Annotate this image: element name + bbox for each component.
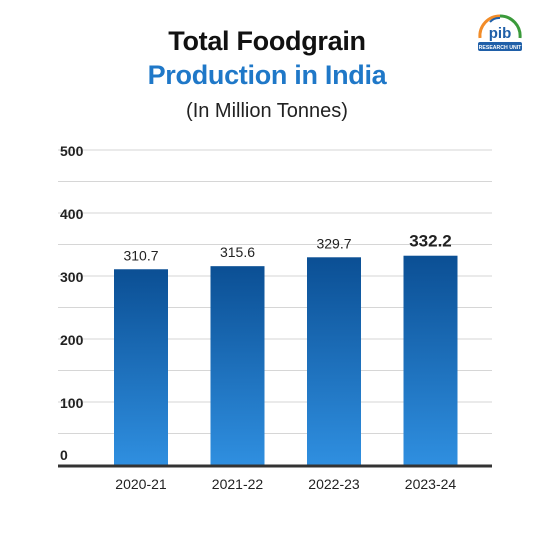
chart-subtitle: (In Million Tonnes) bbox=[186, 100, 348, 122]
y-tick-label: 100 bbox=[60, 395, 84, 411]
data-label: 329.7 bbox=[316, 235, 351, 251]
y-tick-label: 0 bbox=[60, 447, 68, 463]
logo-text: pib bbox=[489, 25, 512, 42]
chart-title-line2: Production in India bbox=[147, 60, 387, 90]
y-tick-label: 400 bbox=[60, 206, 84, 222]
bar bbox=[114, 269, 168, 465]
x-tick-label: 2020-21 bbox=[115, 476, 167, 492]
data-label: 332.2 bbox=[409, 232, 452, 251]
x-tick-label: 2022-23 bbox=[308, 476, 360, 492]
y-tick-label: 300 bbox=[60, 269, 84, 285]
data-label: 310.7 bbox=[123, 247, 158, 263]
chart-title-line1: Total Foodgrain bbox=[168, 26, 366, 56]
y-tick-label: 200 bbox=[60, 332, 84, 348]
bar bbox=[403, 255, 458, 465]
pib-logo-icon: pib RESEARCH UNIT bbox=[478, 14, 522, 51]
x-tick-label: 2021-22 bbox=[212, 476, 264, 492]
bar bbox=[210, 266, 265, 465]
data-label: 315.6 bbox=[220, 244, 255, 260]
bar bbox=[307, 257, 361, 465]
y-tick-label: 500 bbox=[60, 143, 84, 159]
logo-subtext: RESEARCH UNIT bbox=[479, 45, 522, 51]
x-tick-label: 2023-24 bbox=[405, 476, 457, 492]
